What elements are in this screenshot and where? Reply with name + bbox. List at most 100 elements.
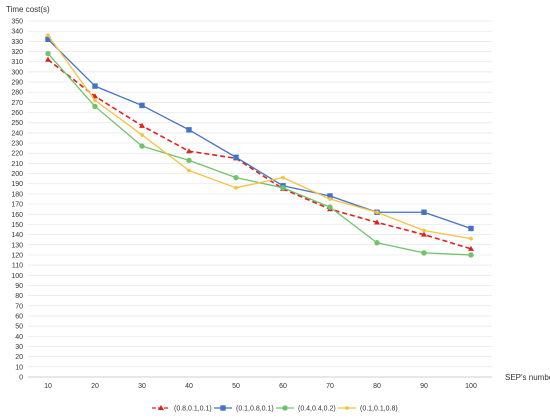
data-point-marker <box>422 228 426 233</box>
y-tick-label: 290 <box>11 80 23 87</box>
y-tick-label: 30 <box>15 344 23 351</box>
data-point-marker <box>139 122 145 128</box>
x-tick-label: 30 <box>138 383 146 390</box>
data-point-marker <box>374 219 380 225</box>
y-tick-label: 280 <box>11 90 23 97</box>
data-point-marker <box>468 245 474 251</box>
series-group <box>45 36 474 232</box>
x-tick-label: 100 <box>465 383 477 390</box>
y-tick-label: 230 <box>11 141 23 148</box>
legend-marker <box>345 406 349 410</box>
data-point-marker <box>186 148 192 154</box>
x-tick-label: 60 <box>279 383 287 390</box>
data-point-marker <box>186 127 192 133</box>
y-tick-label: 90 <box>15 283 23 290</box>
x-tick-label: 90 <box>420 383 428 390</box>
legend-marker <box>158 405 164 411</box>
legend-item: (0.1,0.1,0.8) <box>338 406 398 413</box>
y-tick-label: 210 <box>11 161 23 168</box>
data-point-marker <box>327 204 333 210</box>
data-point-marker <box>374 240 380 246</box>
y-tick-label: 50 <box>15 324 23 331</box>
data-point-marker <box>45 36 51 43</box>
y-tick-label: 260 <box>11 110 23 117</box>
data-point-marker <box>186 157 192 164</box>
data-point-marker <box>468 225 474 232</box>
data-point-marker <box>187 168 191 173</box>
x-axis-title: SEP's number <box>505 373 550 382</box>
y-tick-label: 300 <box>11 69 23 76</box>
data-point-marker <box>92 103 98 110</box>
data-point-marker <box>375 210 379 215</box>
y-tick-label: 330 <box>11 39 23 46</box>
y-tick-label: 20 <box>15 354 23 361</box>
data-point-marker <box>46 33 50 38</box>
y-tick-label: 250 <box>11 120 23 127</box>
y-tick-label: 320 <box>11 49 23 56</box>
data-point-marker <box>328 197 332 201</box>
legend-marker <box>282 405 288 411</box>
axes: 0 10 20 30 40 50 60 70 80 90 100 110 120 130 140 150 160… <box>6 5 550 390</box>
y-tick-label: 310 <box>11 59 23 66</box>
data-point-marker <box>280 185 286 191</box>
y-tick-label: 190 <box>11 181 23 188</box>
y-tick-label: 350 <box>11 19 23 26</box>
y-tick-label: 170 <box>11 202 23 209</box>
data-point-marker <box>233 174 239 181</box>
data-point-marker <box>421 209 427 215</box>
legend-item: (0.4,0.4,0.2) <box>276 405 336 413</box>
y-tick-label: 240 <box>11 130 23 137</box>
legend-label: (0.1,0.8,0.1) <box>236 406 274 413</box>
legend: (0.8,0.1,0.1) (0.1,0.8,0.1) (0.4,0.4,0.2) (… <box>152 405 398 413</box>
data-point-marker <box>421 250 427 256</box>
data-point-marker <box>327 193 333 199</box>
data-point-marker <box>281 175 285 180</box>
y-axis-title: Time cost(s) <box>6 5 50 14</box>
y-tick-label: 70 <box>15 303 23 310</box>
series-line <box>47 59 472 250</box>
x-tick-label: 40 <box>185 383 193 390</box>
y-tick-label: 340 <box>11 29 23 36</box>
series-group <box>46 33 473 241</box>
legend-item: (0.1,0.8,0.1) <box>214 405 274 413</box>
data-point-marker <box>421 231 427 237</box>
legend-label: (0.8,0.1,0.1) <box>174 406 212 413</box>
legend-marker <box>220 405 226 411</box>
data-point-marker <box>140 133 144 137</box>
series-line <box>47 34 472 240</box>
y-tick-label: 220 <box>11 151 23 158</box>
series-line <box>47 38 472 230</box>
data-point-marker <box>92 93 98 99</box>
series-group <box>45 56 474 251</box>
y-tick-label: 200 <box>11 171 23 178</box>
data-point-marker <box>139 102 145 109</box>
data-point-marker <box>92 83 98 89</box>
y-tick-label: 10 <box>15 364 23 371</box>
y-tick-label: 40 <box>15 334 23 341</box>
y-tick-label: 180 <box>11 191 23 198</box>
data-point-marker <box>234 185 238 190</box>
series-lines <box>45 33 474 258</box>
data-point-marker <box>45 50 51 57</box>
data-point-marker <box>468 252 474 258</box>
x-tick-label: 80 <box>373 383 381 390</box>
data-point-marker <box>233 154 239 160</box>
y-tick-label: 130 <box>11 242 23 249</box>
legend-label: (0.1,0.1,0.8) <box>360 406 398 413</box>
x-tick-label: 10 <box>44 383 52 390</box>
data-point-marker <box>93 98 97 103</box>
grid-lines <box>28 20 492 378</box>
y-tick-label: 60 <box>15 313 23 320</box>
y-tick-label: 0 <box>19 375 23 382</box>
x-tick-label: 70 <box>326 383 334 390</box>
legend-item: (0.8,0.1,0.1) <box>152 405 212 413</box>
y-tick-label: 140 <box>11 232 23 239</box>
data-point-marker <box>139 143 145 149</box>
y-tick-label: 120 <box>11 252 23 259</box>
data-point-marker <box>45 56 51 62</box>
y-tick-label: 270 <box>11 100 23 107</box>
y-tick-label: 110 <box>12 263 23 270</box>
y-tick-label: 80 <box>15 293 23 300</box>
